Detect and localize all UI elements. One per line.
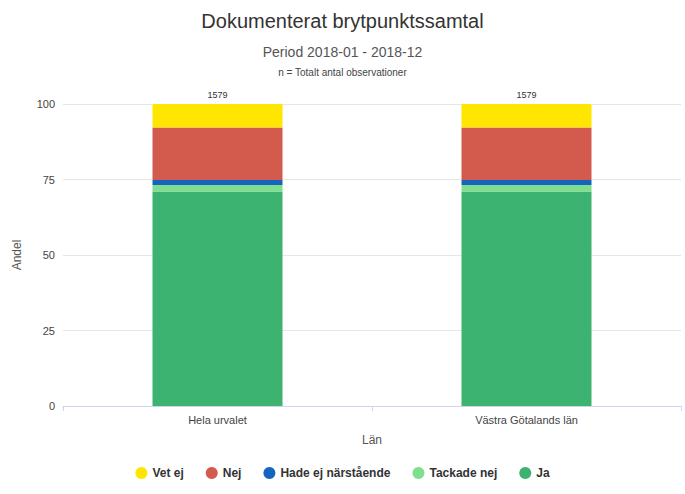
svg-text:Västra Götalands län: Västra Götalands län <box>475 414 578 426</box>
svg-text:1579: 1579 <box>516 90 536 100</box>
svg-text:100: 100 <box>37 98 55 110</box>
svg-text:Vet ej: Vet ej <box>152 466 183 480</box>
svg-text:Period 2018-01 - 2018-12: Period 2018-01 - 2018-12 <box>263 44 423 60</box>
svg-text:50: 50 <box>43 249 55 261</box>
svg-text:Hade ej närstående: Hade ej närstående <box>280 466 390 480</box>
svg-text:75: 75 <box>43 174 55 186</box>
svg-text:Dokumenterat brytpunktssamtal: Dokumenterat brytpunktssamtal <box>201 10 483 32</box>
svg-text:0: 0 <box>49 400 55 412</box>
svg-text:1579: 1579 <box>207 90 227 100</box>
svg-text:Nej: Nej <box>223 466 242 480</box>
svg-text:Ja: Ja <box>536 466 550 480</box>
svg-text:Tackade nej: Tackade nej <box>429 466 497 480</box>
svg-text:25: 25 <box>43 325 55 337</box>
svg-text:n = Totalt antal observationer: n = Totalt antal observationer <box>278 67 407 78</box>
svg-text:Hela urvalet: Hela urvalet <box>188 414 247 426</box>
svg-text:Andel: Andel <box>10 240 24 271</box>
svg-text:Län: Län <box>362 433 382 447</box>
